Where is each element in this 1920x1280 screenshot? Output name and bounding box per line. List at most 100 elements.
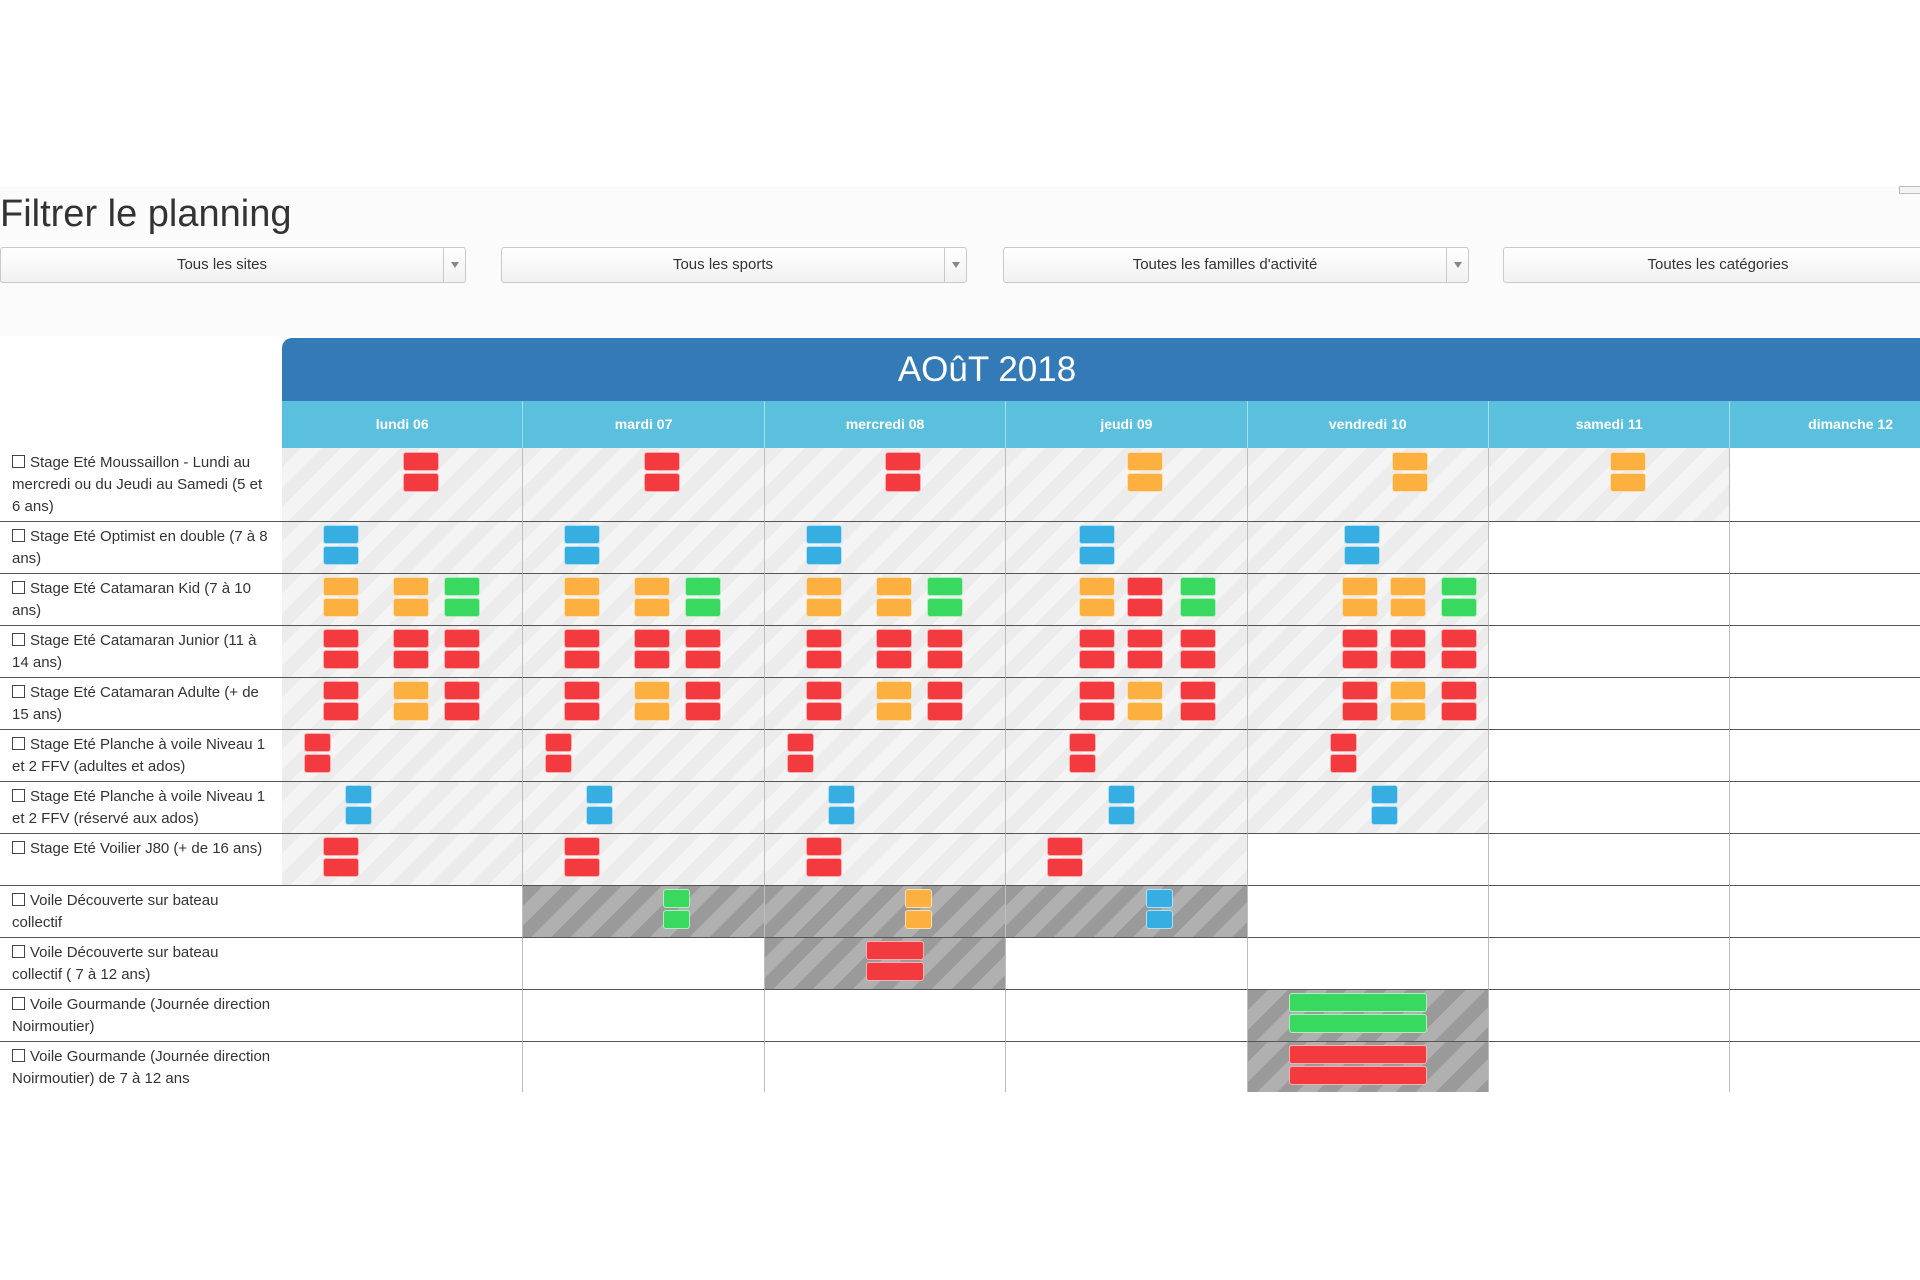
session-slot-blue[interactable]	[1107, 806, 1135, 825]
session-slot-red[interactable]	[1047, 837, 1084, 856]
session-slot-red[interactable]	[1329, 754, 1357, 773]
activity-checkbox[interactable]	[12, 893, 25, 906]
session-slot-blue[interactable]	[1370, 785, 1398, 804]
session-slot-green[interactable]	[685, 598, 722, 617]
activity-checkbox[interactable]	[12, 789, 25, 802]
session-slot-red[interactable]	[1440, 650, 1477, 669]
session-slot-red[interactable]	[564, 650, 601, 669]
session-slot-red[interactable]	[564, 702, 601, 721]
session-slot-red[interactable]	[644, 473, 681, 492]
session-slot-orange[interactable]	[1390, 598, 1427, 617]
session-slot-red[interactable]	[1341, 702, 1378, 721]
session-slot-blue[interactable]	[1370, 806, 1398, 825]
session-slot-orange[interactable]	[634, 702, 671, 721]
session-slot-blue[interactable]	[1078, 546, 1115, 565]
session-slot-orange[interactable]	[564, 598, 601, 617]
filter-select-4[interactable]: Toutes les catégories	[1503, 247, 1920, 283]
session-slot-orange[interactable]	[1341, 598, 1378, 617]
session-slot-red[interactable]	[805, 837, 842, 856]
activity-checkbox[interactable]	[12, 1049, 25, 1062]
session-slot-orange[interactable]	[564, 577, 601, 596]
activity-checkbox[interactable]	[12, 841, 25, 854]
session-slot-orange[interactable]	[393, 681, 430, 700]
session-slot-red[interactable]	[885, 452, 922, 471]
session-slot-green[interactable]	[663, 889, 691, 908]
session-slot-red[interactable]	[1126, 650, 1163, 669]
filter-select-1[interactable]: Tous les sites	[0, 247, 466, 283]
session-slot-red[interactable]	[1179, 681, 1216, 700]
session-slot-orange[interactable]	[1392, 473, 1429, 492]
session-slot-red[interactable]	[805, 629, 842, 648]
session-slot-orange[interactable]	[1078, 577, 1115, 596]
session-slot-blue[interactable]	[805, 525, 842, 544]
activity-checkbox[interactable]	[12, 685, 25, 698]
session-slot-orange[interactable]	[1390, 681, 1427, 700]
session-slot-orange[interactable]	[393, 598, 430, 617]
session-slot-red[interactable]	[545, 754, 573, 773]
session-slot-red[interactable]	[1078, 650, 1115, 669]
session-slot-red[interactable]	[1440, 702, 1477, 721]
session-slot-red[interactable]	[1068, 754, 1096, 773]
session-slot-red[interactable]	[393, 629, 430, 648]
filter-select-2[interactable]: Tous les sports	[501, 247, 967, 283]
session-slot-red[interactable]	[786, 733, 814, 752]
session-slot-red[interactable]	[885, 473, 922, 492]
session-slot-red[interactable]	[323, 629, 360, 648]
session-slot-red[interactable]	[644, 452, 681, 471]
session-slot-orange[interactable]	[875, 577, 912, 596]
session-slot-red[interactable]	[564, 681, 601, 700]
session-slot-red[interactable]	[926, 629, 963, 648]
activity-checkbox[interactable]	[12, 529, 25, 542]
session-slot-red[interactable]	[634, 650, 671, 669]
session-slot-red[interactable]	[805, 858, 842, 877]
session-slot-blue[interactable]	[564, 546, 601, 565]
session-slot-red[interactable]	[1078, 681, 1115, 700]
session-slot-blue[interactable]	[564, 525, 601, 544]
session-slot-blue[interactable]	[1146, 910, 1174, 929]
session-slot-red[interactable]	[1390, 629, 1427, 648]
session-slot-orange[interactable]	[805, 598, 842, 617]
session-slot-red[interactable]	[1341, 629, 1378, 648]
session-slot-red[interactable]	[786, 754, 814, 773]
session-slot-red[interactable]	[866, 962, 925, 981]
session-slot-blue[interactable]	[827, 806, 855, 825]
session-slot-blue[interactable]	[344, 785, 372, 804]
session-slot-red[interactable]	[926, 702, 963, 721]
session-slot-red[interactable]	[1288, 1045, 1427, 1064]
activity-checkbox[interactable]	[12, 997, 25, 1010]
session-slot-red[interactable]	[926, 650, 963, 669]
session-slot-green[interactable]	[1440, 577, 1477, 596]
session-slot-orange[interactable]	[393, 577, 430, 596]
session-slot-orange[interactable]	[1126, 473, 1163, 492]
session-slot-orange[interactable]	[1392, 452, 1429, 471]
session-slot-red[interactable]	[805, 702, 842, 721]
session-slot-green[interactable]	[1288, 1014, 1427, 1033]
session-slot-orange[interactable]	[904, 889, 932, 908]
session-slot-blue[interactable]	[1344, 546, 1381, 565]
session-slot-orange[interactable]	[323, 598, 360, 617]
session-slot-red[interactable]	[393, 650, 430, 669]
session-slot-red[interactable]	[402, 452, 439, 471]
session-slot-red[interactable]	[805, 681, 842, 700]
session-slot-green[interactable]	[663, 910, 691, 929]
session-slot-green[interactable]	[1288, 993, 1427, 1012]
session-slot-red[interactable]	[564, 858, 601, 877]
session-slot-red[interactable]	[564, 837, 601, 856]
session-slot-orange[interactable]	[634, 681, 671, 700]
session-slot-orange[interactable]	[875, 681, 912, 700]
session-slot-red[interactable]	[926, 681, 963, 700]
session-slot-red[interactable]	[323, 681, 360, 700]
session-slot-red[interactable]	[1078, 629, 1115, 648]
session-slot-red[interactable]	[1440, 629, 1477, 648]
session-slot-red[interactable]	[1126, 629, 1163, 648]
session-slot-red[interactable]	[685, 702, 722, 721]
session-slot-green[interactable]	[1179, 598, 1216, 617]
session-slot-orange[interactable]	[1126, 681, 1163, 700]
session-slot-orange[interactable]	[1390, 702, 1427, 721]
session-slot-red[interactable]	[1440, 681, 1477, 700]
session-slot-orange[interactable]	[1390, 577, 1427, 596]
session-slot-red[interactable]	[805, 650, 842, 669]
session-slot-red[interactable]	[564, 629, 601, 648]
session-slot-green[interactable]	[926, 598, 963, 617]
session-slot-orange[interactable]	[1126, 452, 1163, 471]
